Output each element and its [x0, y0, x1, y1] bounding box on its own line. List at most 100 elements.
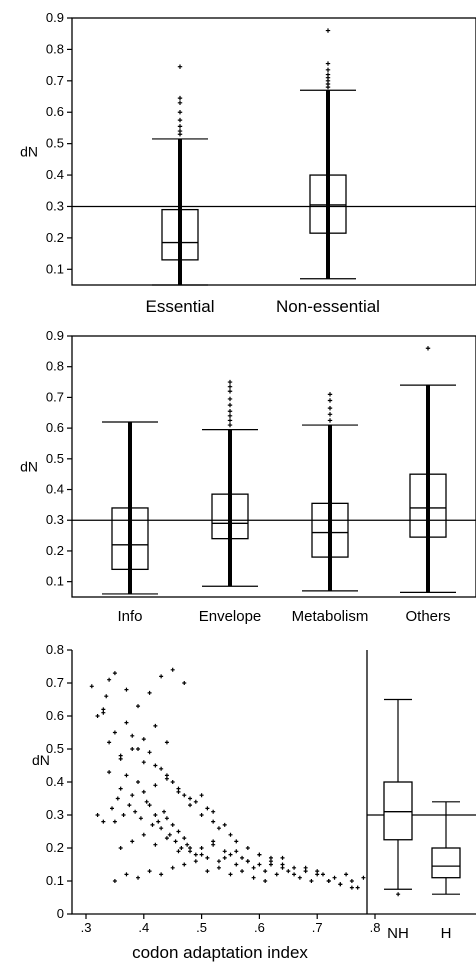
panel-2-point-145 [101, 707, 106, 712]
panel-2-point-66 [107, 740, 112, 745]
panel-0-ytick-label-5: 0.6 [46, 104, 64, 119]
panel-2-axes [71, 650, 476, 915]
panel-2-point-2 [101, 819, 106, 824]
panel-2-point-87 [228, 832, 233, 837]
panel-1-box-1-outlier-3 [227, 409, 233, 414]
panel-1-box-3-outlier-0 [425, 346, 431, 351]
panel-0-ytick-label-7: 0.8 [46, 41, 64, 56]
panel-2-point-131 [141, 737, 146, 742]
panel-0-box-1-outlier-4 [325, 72, 331, 77]
panel-2-point-79 [182, 793, 187, 798]
panel-2-point-97 [338, 882, 343, 887]
panel-1-box-1-iqr [211, 493, 249, 540]
panel-2-point-143 [112, 671, 117, 676]
panel-1-box-2-outlier-2 [327, 405, 333, 411]
panel-2-point-139 [147, 690, 152, 695]
panel-2-point-14 [136, 780, 141, 784]
panel-2-xtick-label-4: .7 [312, 920, 323, 935]
panel-2-point-125 [257, 852, 262, 857]
panel-0-ytick-label-1: 0.2 [46, 230, 64, 245]
panel-2-point-119 [188, 846, 193, 850]
panel-2-point-22 [159, 826, 164, 831]
panel-1-ylabel: dN [20, 459, 38, 475]
panel-0-frame [71, 17, 476, 286]
panel-2-point-4 [107, 677, 112, 682]
panel-1-box-2-iqr [311, 502, 349, 558]
panel-1-box-0-iqr [111, 507, 149, 571]
panel-2-point-45 [263, 869, 268, 874]
panel-0-box-0-outlier-3 [177, 117, 183, 123]
panel-2-point-112 [263, 879, 268, 883]
panel-2-point-82 [199, 813, 204, 817]
panel-2-point-60 [349, 879, 354, 883]
panel-2-point-57 [332, 875, 337, 880]
panel-1-category-label-2: Metabolism [292, 608, 369, 625]
panel-2-point-147 [164, 740, 169, 745]
panel-2-ytick-label-6: 0.6 [46, 708, 64, 723]
panel-2-point-1 [95, 813, 100, 817]
panel-1-box-1-outlier-1 [227, 418, 233, 423]
panel-2-point-83 [205, 806, 210, 811]
panel-2-point-116 [153, 842, 158, 847]
panel-2-point-38 [222, 849, 227, 854]
panel-2-point-30 [182, 836, 187, 841]
panel-0-ytick-label-4: 0.5 [46, 136, 64, 151]
panel-2-point-29 [179, 846, 184, 850]
panel-2-point-144 [124, 687, 129, 692]
panel-2-point-95 [315, 872, 320, 877]
panel-2-point-134 [176, 789, 181, 794]
panel-2-point-113 [118, 846, 123, 850]
panel-2-point-130 [130, 747, 135, 751]
panel-2-point-80 [188, 796, 193, 801]
panel-2-point-21 [156, 819, 161, 824]
panel-1-category-label-1: Envelope [199, 608, 262, 625]
panel-2-point-110 [240, 869, 245, 874]
panel-2-point-55 [320, 872, 325, 877]
panel-2-box-category-label-0: NH [387, 925, 409, 942]
panel-2-point-140 [159, 674, 164, 679]
panel-2-ytick-label-2: 0.2 [46, 840, 64, 855]
panel-2-point-33 [193, 852, 198, 857]
panel-2-point-86 [222, 822, 227, 827]
panel-2-point-67 [112, 730, 117, 735]
panel-1-box-1-outlier-5 [227, 396, 233, 402]
panel-1-box-2-outlier-3 [327, 398, 333, 403]
panel-2-point-94 [303, 869, 308, 874]
panel-2-point-117 [164, 836, 169, 841]
panel-0-ylabel: dN [20, 144, 38, 160]
panel-2-point-121 [211, 839, 216, 844]
panel-2-point-126 [268, 862, 273, 867]
panel-2-ytick-label-7: 0.7 [46, 675, 64, 690]
panel-1-ytick-label-5: 0.6 [46, 420, 64, 435]
panel-2-point-92 [280, 862, 285, 867]
panel-1-box-3 [400, 384, 456, 593]
panel-2-point-10 [124, 773, 129, 778]
panel-2-point-40 [234, 862, 239, 867]
panel-2-point-34 [199, 846, 204, 850]
panel-2-box-1-iqr [431, 847, 461, 879]
panel-2-point-0 [89, 684, 94, 689]
panel-0-box-0-outlier-6 [177, 95, 183, 101]
panel-2-point-39 [228, 852, 233, 857]
panel-0-box-1-outlier-7 [325, 28, 331, 33]
panel-2-point-136 [199, 793, 204, 798]
panel-2-point-61 [355, 885, 360, 890]
panel-2-point-6 [112, 819, 117, 824]
panel-2-point-102 [147, 869, 152, 874]
panel-1-box-2-outlier-4 [327, 392, 333, 397]
panel-2-point-73 [147, 750, 152, 755]
panel-2-point-75 [159, 766, 164, 771]
panel-2-point-71 [136, 747, 141, 751]
panel-2-point-137 [211, 809, 216, 814]
panel-2-point-49 [286, 869, 291, 874]
panel-2-point-128 [107, 770, 112, 775]
panel-2-point-111 [251, 875, 256, 880]
panel-0-ytick-label-8: 0.9 [46, 10, 64, 25]
panel-2-point-141 [170, 667, 175, 672]
panel-2-point-120 [199, 852, 204, 857]
panel-2-point-101 [136, 875, 141, 880]
panel-2-point-108 [216, 865, 221, 870]
panel-0-box-0-outlier-2 [177, 124, 183, 129]
panel-2-point-74 [153, 763, 158, 768]
